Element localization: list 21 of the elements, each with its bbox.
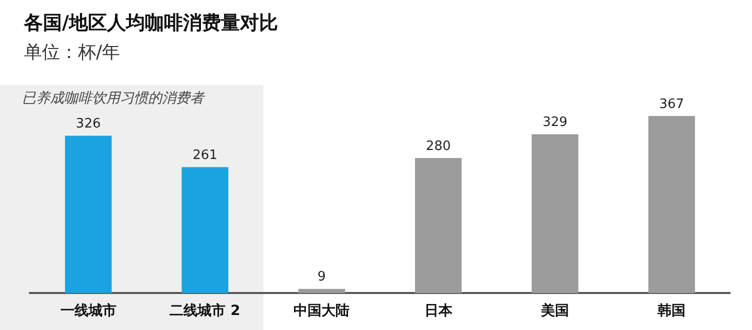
chart-subtitle: 单位：杯/年 [24, 41, 120, 64]
data-label: 326 [76, 116, 101, 132]
bar [298, 288, 345, 294]
bar [65, 136, 112, 294]
x-tick-label: 一线城市 [60, 302, 116, 320]
bar [532, 134, 578, 294]
x-tick-label: 美国 [540, 302, 569, 320]
bar [648, 116, 695, 294]
data-label: 280 [426, 138, 451, 154]
data-label: 9 [318, 270, 326, 285]
data-label: 329 [542, 115, 568, 130]
x-tick-label: 中国大陆 [294, 303, 350, 320]
data-label: 367 [659, 96, 684, 112]
chart-title: 各国/地区人均咖啡消费量对比 [24, 11, 278, 36]
data-label: 261 [192, 148, 218, 164]
x-tick-label: 二线城市 2 [170, 302, 240, 320]
x-tick-label: 日本 [424, 303, 454, 320]
bar [182, 167, 228, 294]
x-tick-label: 韩国 [656, 303, 686, 320]
bar [415, 158, 462, 294]
band-label: 已养成咖啡饮用习惯的消费者 [22, 90, 206, 107]
